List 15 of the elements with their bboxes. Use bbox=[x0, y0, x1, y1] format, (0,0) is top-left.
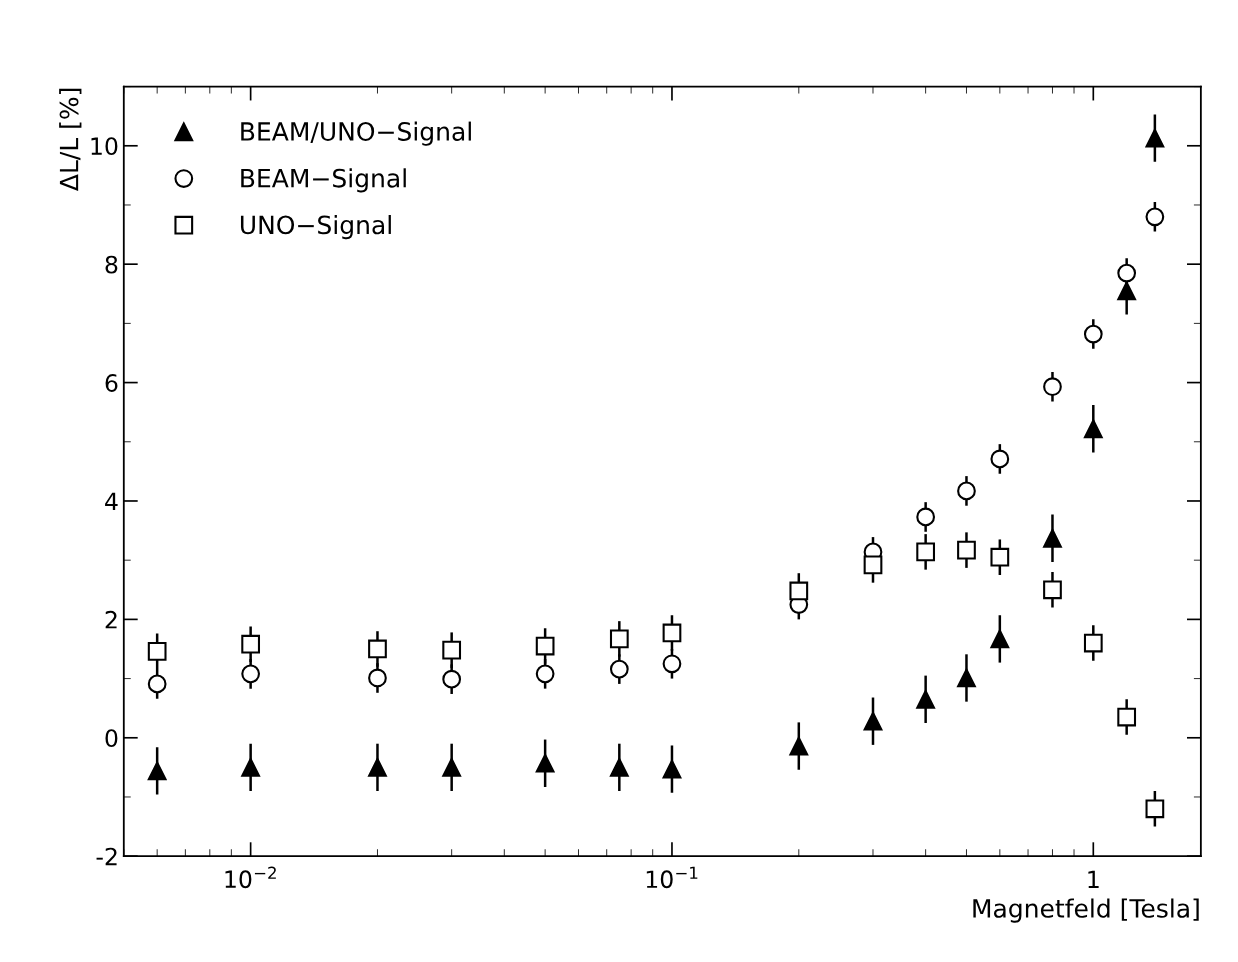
y-tick-label: 4 bbox=[105, 492, 118, 510]
x-axis-title: Magnetfeld [Tesla] bbox=[973, 898, 1199, 923]
legend-label: UNO−Signal bbox=[240, 214, 391, 240]
y-tick-label: 0 bbox=[105, 729, 118, 748]
y-tick-label: 10 bbox=[91, 137, 118, 156]
legend-label: BEAM/UNO−Signal bbox=[241, 121, 471, 146]
x-tick-label: 1 bbox=[1088, 870, 1099, 889]
x-tick-label: 10$^{−2}$ bbox=[225, 866, 276, 889]
y-axis-title: ΔL/L [%] bbox=[59, 88, 82, 191]
y-tick-label: -2 bbox=[96, 847, 117, 866]
y-tick-label: 2 bbox=[105, 610, 117, 629]
y-tick-label: 8 bbox=[105, 255, 118, 274]
x-tick-label: 10$^{−1}$ bbox=[646, 866, 698, 889]
y-tick-label: 6 bbox=[105, 374, 118, 392]
legend-label: BEAM−Signal bbox=[241, 168, 406, 193]
